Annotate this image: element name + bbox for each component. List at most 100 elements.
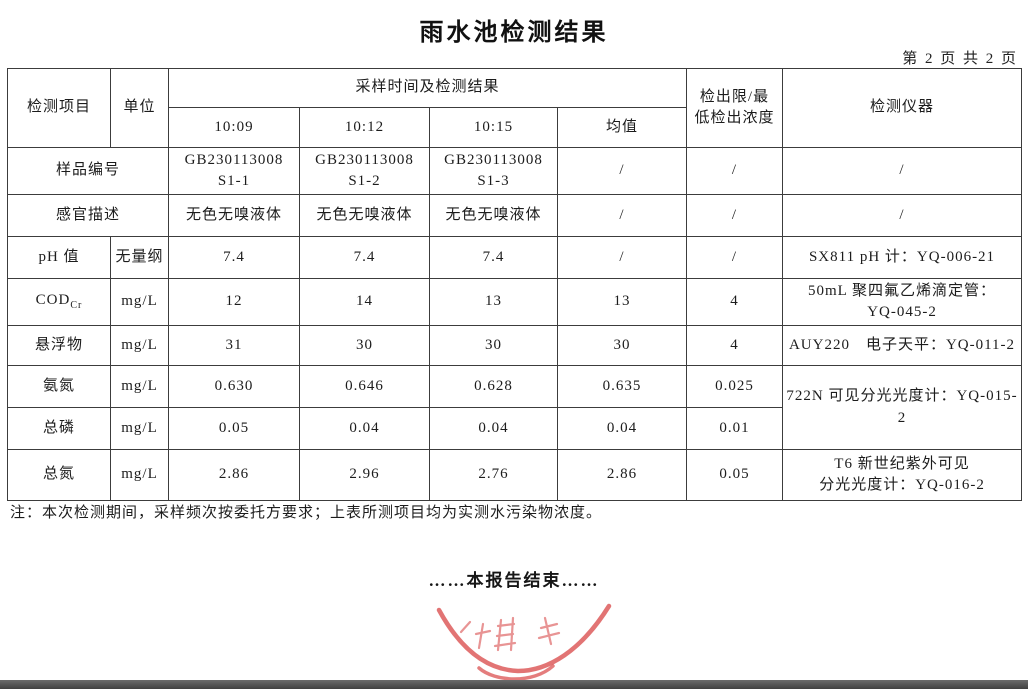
cell-mean: 13 <box>556 278 688 326</box>
cell-mean: / <box>556 194 688 237</box>
cell-value: 2.96 <box>299 449 430 501</box>
cell-limit: / <box>686 194 784 237</box>
cell-value: 无色无嗅液体 <box>299 194 430 237</box>
cell-value: 12 <box>168 278 300 326</box>
instrument-line1: T6 新世纪紫外可见 <box>834 456 970 472</box>
scan-edge-bar <box>0 680 1028 689</box>
cell-limit: / <box>686 236 784 279</box>
col-header-time1: 10:09 <box>168 107 300 148</box>
cell-value: 0.04 <box>429 407 558 450</box>
col-header-instrument: 检测仪器 <box>782 68 1023 148</box>
footnote: 注：本次检测期间，采样频次按委托方要求；上表所测项目均为实测水污染物浓度。 <box>10 505 603 521</box>
col-header-time3: 10:15 <box>429 107 558 148</box>
instrument-line2: 分光光度计：YQ-016-2 <box>819 477 985 493</box>
cell-unit: 无量纲 <box>110 236 169 279</box>
cell-value: 无色无嗅液体 <box>168 194 300 237</box>
cell-value: 0.05 <box>168 407 300 450</box>
col-header-time2: 10:12 <box>299 107 430 148</box>
col-header-unit: 单位 <box>110 68 169 148</box>
cell-value: 0.628 <box>429 365 558 408</box>
instrument-line2: YQ-045-2 <box>867 304 937 320</box>
cod-label: COD <box>35 292 71 309</box>
cell-value: 31 <box>168 325 300 366</box>
table-row-suspended-solids: 悬浮物 mg/L 31 30 30 30 4 AUY220 电子天平：YQ-01… <box>7 325 1023 366</box>
table-row-cod: CODCr mg/L 12 14 13 13 4 50mL 聚四氟乙烯滴定管： … <box>7 278 1023 326</box>
table-row-sample-id: 样品编号 GB230113008 S1-1 GB230113008 S1-2 G… <box>7 147 1023 195</box>
col-header-sampling: 采样时间及检测结果 <box>167 68 688 108</box>
end-of-report-text: ……本报告结束…… <box>428 571 600 590</box>
sample-id-1-suffix: S1-1 <box>217 173 251 189</box>
cell-mean: / <box>556 147 688 195</box>
instrument-line1: 50mL 聚四氟乙烯滴定管： <box>808 283 997 299</box>
sample-id-2-suffix: S1-2 <box>348 173 381 189</box>
col-header-mean: 均值 <box>556 107 688 148</box>
cell-limit: / <box>686 147 784 195</box>
cell-limit: 4 <box>686 325 784 366</box>
table-row-ammonia-nitrogen: 氨氮 mg/L 0.630 0.646 0.628 0.635 0.025 72… <box>7 365 1023 450</box>
cell-limit: 0.01 <box>686 407 784 450</box>
cell-instrument: 50mL 聚四氟乙烯滴定管： YQ-045-2 <box>782 278 1023 326</box>
sample-id-3-suffix: S1-3 <box>477 173 510 189</box>
cell-mean: 30 <box>556 325 688 366</box>
cell-limit: 0.025 <box>686 365 784 408</box>
row-label: 样品编号 <box>7 147 169 195</box>
col-header-detection-limit: 检出限/最 低检出浓度 <box>686 68 784 148</box>
cell-value: 0.646 <box>299 365 430 408</box>
row-label: 总磷 <box>7 407 111 450</box>
cell-value: 7.4 <box>168 236 300 279</box>
detection-limit-line2: 低检出浓度 <box>694 110 775 126</box>
cell-unit: mg/L <box>110 407 169 450</box>
detection-limit-line1: 检出限/最 <box>699 89 770 105</box>
cell-value: 0.04 <box>299 407 430 450</box>
cell-limit: 4 <box>686 278 784 326</box>
cell-instrument: AUY220 电子天平：YQ-011-2 <box>782 325 1023 366</box>
row-label: 悬浮物 <box>7 325 111 366</box>
cell-instrument: / <box>782 194 1023 237</box>
sample-id-1: GB230113008 S1-1 <box>168 147 300 195</box>
cell-value: 13 <box>429 278 558 326</box>
row-label: CODCr <box>7 278 111 326</box>
row-label: 氨氮 <box>7 365 111 408</box>
cell-value: 2.86 <box>168 449 300 501</box>
cell-instrument: SX811 pH 计：YQ-006-21 <box>782 236 1023 279</box>
cell-instrument: 722N 可见分光光度计：YQ-015-2 <box>782 365 1023 450</box>
cod-label-subscript: Cr <box>70 300 83 312</box>
col-header-item: 检测项目 <box>7 68 111 148</box>
cell-value: 0.630 <box>168 365 300 408</box>
row-label: 感官描述 <box>7 194 169 237</box>
page-title: 雨水池检测结果 <box>419 20 609 46</box>
row-label: pH 值 <box>7 236 111 279</box>
cell-value: 7.4 <box>299 236 430 279</box>
cell-mean: / <box>556 236 688 279</box>
cell-value: 30 <box>429 325 558 366</box>
cell-unit: mg/L <box>110 449 169 501</box>
sample-id-2-code: GB230113008 <box>315 152 414 168</box>
results-table: 检测项目 单位 采样时间及检测结果 检出限/最 低检出浓度 检测仪器 10:09… <box>7 68 1023 501</box>
red-seal-stamp <box>436 603 612 681</box>
table-row-total-phosphorus: 总磷 mg/L 0.05 0.04 0.04 0.04 0.01 <box>7 407 1022 450</box>
cell-mean: 2.86 <box>556 449 688 501</box>
cell-value: 14 <box>299 278 430 326</box>
cell-unit: mg/L <box>110 365 169 408</box>
cell-mean: 0.04 <box>556 407 688 450</box>
cell-value: 2.76 <box>429 449 558 501</box>
stamp-outer-arc <box>436 603 612 681</box>
cell-value: 无色无嗅液体 <box>429 194 558 237</box>
cell-unit: mg/L <box>110 278 169 326</box>
cell-value: 7.4 <box>429 236 558 279</box>
cell-instrument: / <box>782 147 1023 195</box>
sample-id-3: GB230113008 S1-3 <box>429 147 558 195</box>
table-row-ph: pH 值 无量纲 7.4 7.4 7.4 / / SX811 pH 计：YQ-0… <box>7 236 1023 279</box>
sample-id-3-code: GB230113008 <box>444 152 543 168</box>
table-row-total-nitrogen: 总氮 mg/L 2.86 2.96 2.76 2.86 0.05 T6 新世纪紫… <box>7 449 1023 501</box>
sample-id-1-code: GB230113008 <box>184 152 284 168</box>
header-row-1: 检测项目 单位 采样时间及检测结果 检出限/最 低检出浓度 检测仪器 <box>7 68 1023 148</box>
row-label: 总氮 <box>7 449 111 501</box>
page-number: 第 2 页 共 2 页 <box>902 51 1018 67</box>
table-row-sensory: 感官描述 无色无嗅液体 无色无嗅液体 无色无嗅液体 / / / <box>7 194 1023 237</box>
cell-mean: 0.635 <box>556 365 688 408</box>
sample-id-2: GB230113008 S1-2 <box>299 147 430 195</box>
cell-instrument: T6 新世纪紫外可见 分光光度计：YQ-016-2 <box>782 449 1023 501</box>
cell-unit: mg/L <box>110 325 169 366</box>
cell-value: 30 <box>299 325 430 366</box>
